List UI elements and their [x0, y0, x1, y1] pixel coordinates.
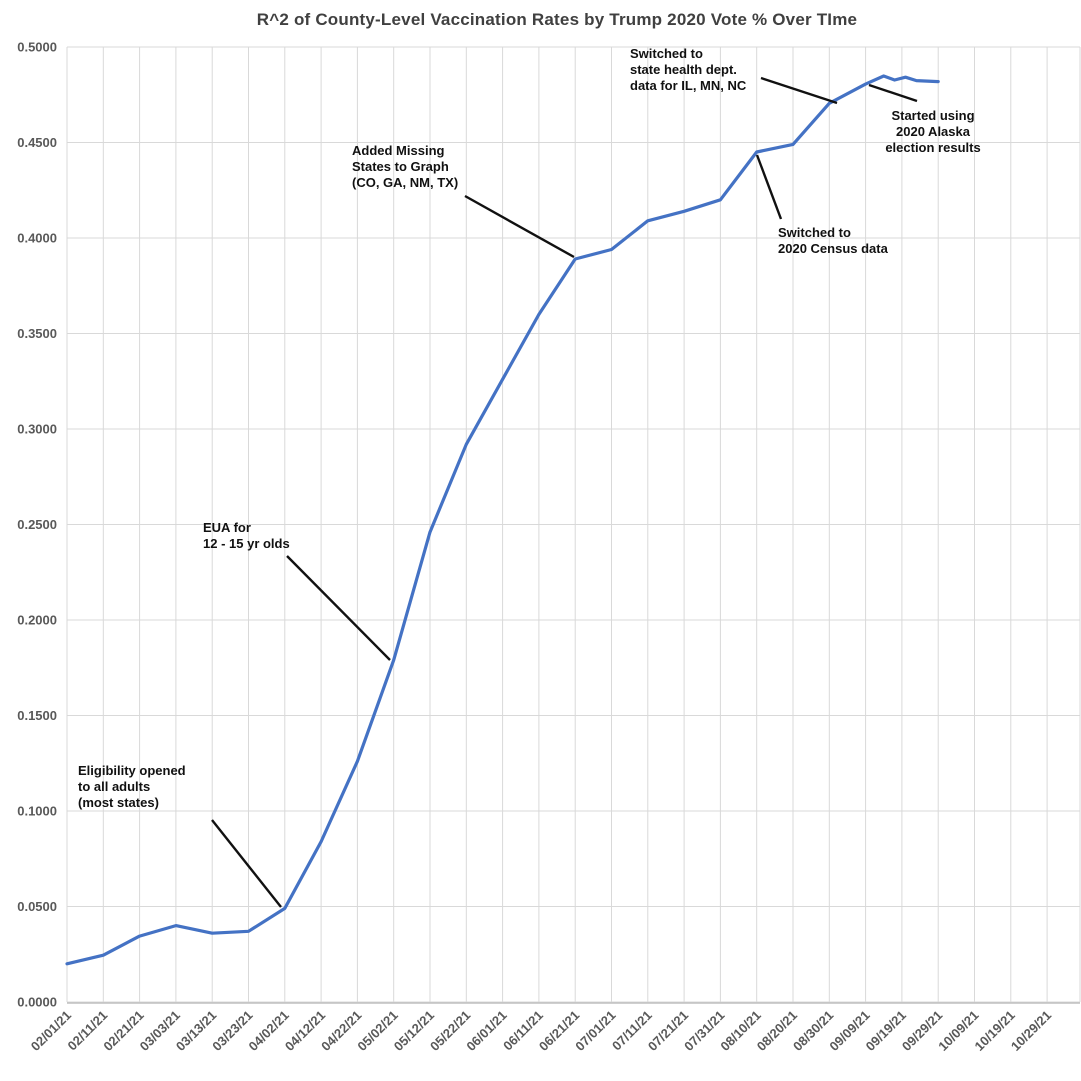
annotation-text: Eligibility opened [78, 763, 186, 778]
annotation-leader-line [755, 154, 783, 220]
y-tick-label: 0.4500 [17, 135, 57, 150]
annotation-text: 2020 Census data [778, 241, 889, 256]
annotation-leader-line [211, 819, 282, 908]
y-tick-label: 0.0500 [17, 899, 57, 914]
annotation-text: (most states) [78, 795, 159, 810]
annotation-text: EUA for [203, 520, 251, 535]
x-tick-label: 02/01/21 [28, 1008, 74, 1054]
annotation-text: (CO, GA, NM, TX) [352, 175, 458, 190]
y-tick-label: 0.3000 [17, 422, 57, 437]
y-tick-label: 0.3500 [17, 326, 57, 341]
y-tick-label: 0.5000 [17, 40, 57, 55]
x-tick-label: 07/01/21 [572, 1008, 618, 1054]
annotation-text: to all adults [78, 779, 150, 794]
annotation-leader-line [286, 555, 391, 661]
y-tick-label: 0.1500 [17, 708, 57, 723]
annotation-text: Switched to [778, 225, 851, 240]
annotation-leader-line [464, 194, 575, 259]
chart-title: R^2 of County-Level Vaccination Rates by… [256, 10, 858, 29]
y-tick-label: 0.1000 [17, 804, 57, 819]
x-tick-label: 06/01/21 [463, 1008, 509, 1054]
y-tick-label: 0.2500 [17, 517, 57, 532]
annotation-leader-line [868, 83, 918, 103]
annotation-text: election results [885, 140, 980, 155]
annotation-text: data for IL, MN, NC [630, 78, 747, 93]
annotation-text: 2020 Alaska [896, 124, 971, 139]
annotation-text: Started using [891, 108, 974, 123]
annotation-text: 12 - 15 yr olds [203, 536, 290, 551]
y-tick-label: 0.4000 [17, 231, 57, 246]
annotation-text: Added Missing [352, 143, 445, 158]
x-tick-label: 10/29/21 [1008, 1008, 1054, 1054]
annotation-text: state health dept. [630, 62, 737, 77]
annotation-text: States to Graph [352, 159, 449, 174]
y-tick-label: 0.0000 [17, 995, 57, 1010]
annotation-leader-line [760, 76, 838, 105]
data-line [65, 74, 940, 966]
y-tick-label: 0.2000 [17, 613, 57, 628]
annotation-text: Switched to [630, 46, 703, 61]
